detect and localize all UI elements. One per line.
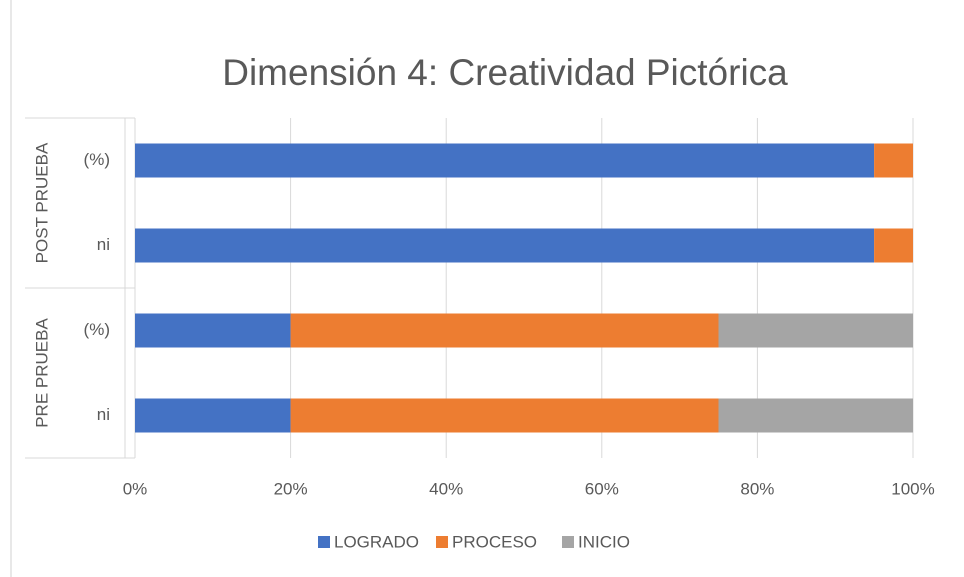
x-tick-label: 80% — [740, 479, 774, 498]
bar-segment — [874, 228, 913, 263]
legend-swatch — [436, 536, 448, 548]
x-tick-label: 60% — [585, 479, 619, 498]
group-label: POST PRUEBA — [32, 142, 51, 263]
legend-swatch — [562, 536, 574, 548]
y-tick-label: ni — [97, 235, 110, 254]
bar-segment — [290, 313, 719, 348]
bar-segment — [135, 228, 875, 263]
x-tick-label: 20% — [274, 479, 308, 498]
bar-segment — [135, 398, 291, 433]
chart-title: Dimensión 4: Creatividad Pictórica — [222, 52, 788, 93]
legend-label: LOGRADO — [334, 532, 419, 551]
y-tick-label: ni — [97, 405, 110, 424]
y-tick-label: (%) — [84, 320, 110, 339]
y-tick-label: (%) — [84, 150, 110, 169]
bar-segment — [290, 398, 719, 433]
legend-label: INICIO — [578, 532, 630, 551]
bar-segment — [874, 143, 913, 178]
group-label: PRE PRUEBA — [32, 318, 51, 428]
bar-segment — [135, 143, 875, 178]
x-tick-label: 0% — [123, 479, 148, 498]
bar-segment — [718, 313, 913, 348]
x-tick-label: 100% — [891, 479, 934, 498]
bar-segment — [135, 313, 291, 348]
legend-swatch — [318, 536, 330, 548]
x-tick-label: 40% — [429, 479, 463, 498]
bar-segment — [718, 398, 913, 433]
legend-label: PROCESO — [452, 532, 537, 551]
